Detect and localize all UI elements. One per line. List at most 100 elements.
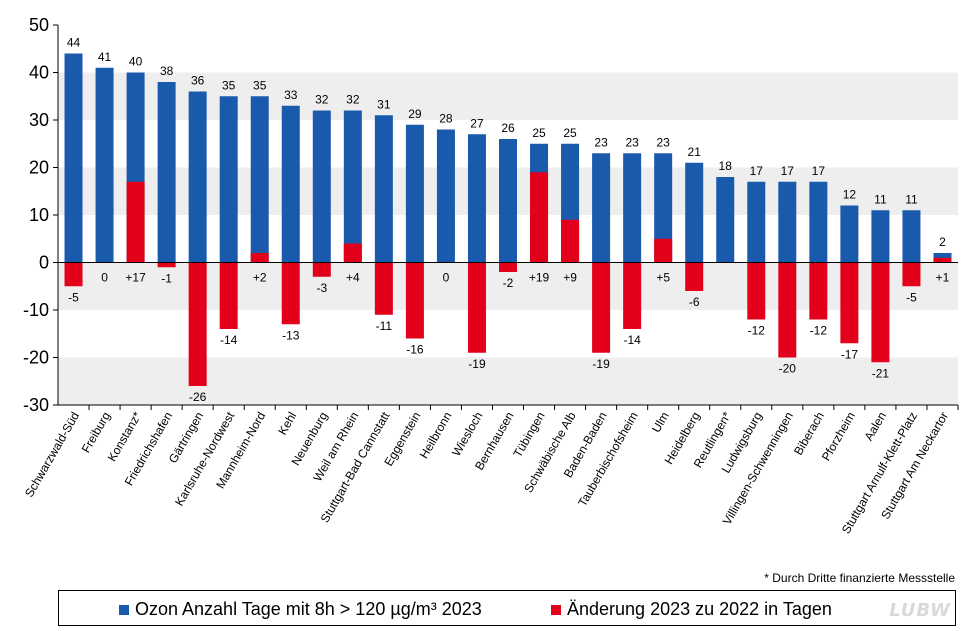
bar-change xyxy=(840,262,859,344)
bar-ozone-days xyxy=(95,67,114,263)
value-label-change: -13 xyxy=(282,328,300,342)
bar-ozone-days xyxy=(654,153,673,263)
bar-change xyxy=(64,262,83,287)
legend-swatch-blue xyxy=(119,604,129,615)
value-label-change: -26 xyxy=(189,390,207,404)
ozone-bar-chart: 50403020100-10-20-3044-5Schwarzwald-Süd4… xyxy=(22,15,959,536)
value-label-change: +2 xyxy=(253,271,267,285)
footnote: * Durch Dritte finanzierte Messstelle xyxy=(764,571,955,585)
category-label: Freiburg xyxy=(79,410,113,456)
bar-change xyxy=(126,181,145,263)
bar-ozone-days xyxy=(467,134,486,263)
value-label-ozone-days: 18 xyxy=(719,159,733,173)
bar-change xyxy=(312,262,331,277)
value-label-ozone-days: 23 xyxy=(594,135,608,149)
value-label-change: -3 xyxy=(316,281,327,295)
value-label-change: -14 xyxy=(623,333,641,347)
bar-ozone-days xyxy=(343,110,362,263)
value-label-change: -21 xyxy=(872,366,890,380)
value-label-ozone-days: 25 xyxy=(563,126,577,140)
bar-change xyxy=(809,262,828,320)
bar-ozone-days xyxy=(436,129,455,263)
value-label-change: -19 xyxy=(468,357,486,371)
bar-ozone-days xyxy=(157,82,176,263)
value-label-change: +9 xyxy=(563,271,577,285)
bar-ozone-days xyxy=(592,153,611,263)
bar-ozone-days xyxy=(499,139,517,263)
category-label: Aalen xyxy=(862,410,889,444)
category-label: Tauberbischofsheim xyxy=(575,410,640,509)
legend-swatch-red xyxy=(551,604,561,615)
bar-ozone-days xyxy=(685,162,704,263)
value-label-change: -2 xyxy=(503,276,514,290)
category-label: Ulm xyxy=(649,409,672,434)
bar-change xyxy=(592,262,611,353)
value-label-ozone-days: 32 xyxy=(346,93,360,107)
bar-ozone-days xyxy=(281,105,300,263)
bar-change xyxy=(747,262,766,320)
value-label-ozone-days: 38 xyxy=(160,64,174,78)
value-label-ozone-days: 35 xyxy=(253,78,267,92)
value-label-ozone-days: 33 xyxy=(284,88,298,102)
value-label-ozone-days: 11 xyxy=(905,192,918,206)
bar-change xyxy=(902,262,921,287)
bar-change xyxy=(188,262,207,386)
value-label-change: 0 xyxy=(443,271,450,285)
bar-ozone-days xyxy=(188,91,207,263)
bar-ozone-days xyxy=(778,181,797,263)
bar-ozone-days xyxy=(405,124,424,263)
y-tick-label: 50 xyxy=(29,15,49,35)
value-label-ozone-days: 36 xyxy=(191,74,205,88)
value-label-ozone-days: 31 xyxy=(377,97,391,111)
y-tick-label: 10 xyxy=(29,205,49,225)
legend-label-ozone-days: Ozon Anzahl Tage mit 8h > 120 µg/m³ 2023 xyxy=(135,599,482,619)
bar-ozone-days xyxy=(623,153,642,263)
value-label-ozone-days: 21 xyxy=(688,145,702,159)
bar-change xyxy=(871,262,890,363)
value-label-ozone-days: 17 xyxy=(812,164,826,178)
value-label-change: +19 xyxy=(529,271,550,285)
value-label-change: -12 xyxy=(810,324,828,338)
bar-change xyxy=(343,243,362,263)
value-label-ozone-days: 17 xyxy=(750,164,764,178)
bar-change xyxy=(685,262,704,291)
y-tick-label: -10 xyxy=(23,300,49,320)
y-tick-label: -30 xyxy=(23,395,49,415)
bar-change xyxy=(467,262,486,353)
bar-ozone-days xyxy=(840,205,859,263)
value-label-change: -16 xyxy=(406,343,424,357)
bar-ozone-days xyxy=(312,110,331,263)
value-label-ozone-days: 25 xyxy=(532,126,546,140)
value-label-ozone-days: 32 xyxy=(315,93,329,107)
value-label-change: -12 xyxy=(748,324,766,338)
bar-ozone-days xyxy=(250,96,269,263)
bar-change xyxy=(250,253,269,263)
bar-change xyxy=(530,172,549,263)
value-label-change: -17 xyxy=(841,347,859,361)
value-label-change: +5 xyxy=(656,271,670,285)
y-tick-label: 20 xyxy=(29,158,49,178)
bar-ozone-days xyxy=(374,115,393,263)
legend-label-change: Änderung 2023 zu 2022 in Tagen xyxy=(567,599,832,619)
value-label-change: +1 xyxy=(936,271,950,285)
grid-band xyxy=(58,72,958,120)
bar-change xyxy=(933,257,952,263)
bar-change xyxy=(405,262,424,339)
value-label-ozone-days: 23 xyxy=(625,135,639,149)
bar-change xyxy=(561,219,580,263)
bar-ozone-days xyxy=(64,53,83,263)
value-label-ozone-days: 35 xyxy=(222,78,236,92)
value-label-change: +4 xyxy=(346,271,360,285)
bar-ozone-days xyxy=(809,181,828,263)
legend-item-ozone-days: Ozon Anzahl Tage mit 8h > 120 µg/m³ 2023 xyxy=(119,599,482,620)
value-label-change: -5 xyxy=(906,290,917,304)
y-tick-label: 40 xyxy=(29,63,49,83)
value-label-ozone-days: 44 xyxy=(67,36,81,50)
bar-ozone-days xyxy=(219,96,238,263)
value-label-change: -19 xyxy=(592,357,610,371)
value-label-change: -6 xyxy=(689,295,700,309)
value-label-ozone-days: 41 xyxy=(98,50,112,64)
bar-change xyxy=(623,262,642,329)
value-label-change: -5 xyxy=(68,290,79,304)
value-label-change: +17 xyxy=(125,271,146,285)
